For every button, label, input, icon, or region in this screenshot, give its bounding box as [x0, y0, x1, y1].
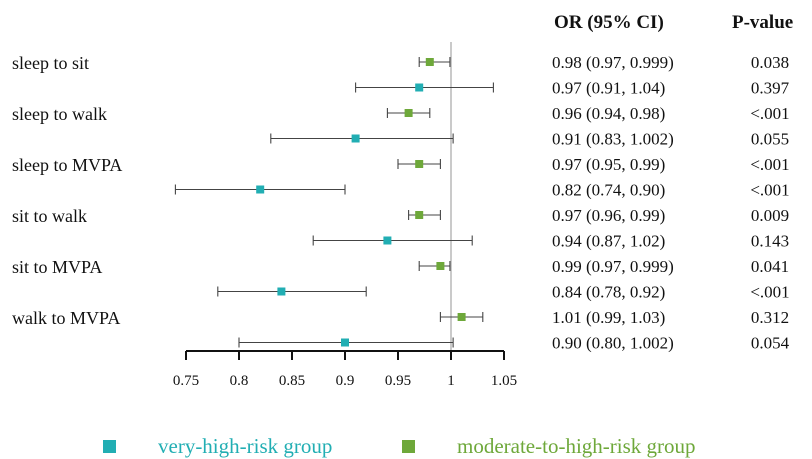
- group-label: sleep to MVPA: [12, 155, 122, 175]
- or-point: [415, 83, 424, 92]
- x-tick-label: 1.05: [491, 373, 517, 389]
- legend-label-very-high-risk: very-high-risk group: [158, 433, 333, 458]
- p-value: 0.009: [751, 206, 789, 225]
- x-tick-label: 0.9: [336, 373, 355, 389]
- or-point: [383, 236, 392, 245]
- or-point: [341, 338, 349, 347]
- or-point: [277, 287, 286, 296]
- or-point: [404, 109, 413, 117]
- or-ci-value: 0.99 (0.97, 0.999): [552, 257, 674, 276]
- header-or-ci: OR (95% CI): [554, 12, 664, 33]
- p-value: 0.054: [751, 334, 790, 353]
- x-tick-label: 0.8: [230, 373, 249, 389]
- legend-swatch-very-high-risk: [103, 439, 116, 453]
- or-ci-value: 0.94 (0.87, 1.02): [552, 232, 665, 251]
- or-ci-value: 0.97 (0.96, 0.99): [552, 206, 665, 225]
- p-value: <.001: [750, 155, 789, 174]
- or-ci-value: 0.98 (0.97, 0.999): [552, 53, 674, 72]
- or-ci-value: 0.97 (0.91, 1.04): [552, 79, 665, 98]
- x-tick-label: 0.75: [173, 373, 199, 389]
- p-value: 0.143: [751, 232, 789, 251]
- x-tick-label: 0.85: [279, 373, 305, 389]
- or-point: [436, 262, 445, 270]
- or-point: [415, 160, 424, 168]
- group-label: sit to MVPA: [12, 257, 102, 277]
- or-ci-value: 0.84 (0.78, 0.92): [552, 283, 665, 302]
- p-value: <.001: [750, 104, 789, 123]
- or-ci-value: 1.01 (0.99, 1.03): [552, 308, 665, 327]
- or-ci-value: 0.96 (0.94, 0.98): [552, 104, 665, 123]
- or-ci-value: 0.97 (0.95, 0.99): [552, 155, 665, 174]
- or-point: [415, 211, 424, 219]
- p-value: 0.397: [751, 79, 790, 98]
- group-label: walk to MVPA: [12, 308, 120, 328]
- legend-swatch-moderate-to-high-risk: [402, 439, 415, 453]
- header-pvalue: P-value: [732, 12, 793, 33]
- x-tick-label: 0.95: [385, 373, 411, 389]
- or-ci-value: 0.82 (0.74, 0.90): [552, 181, 665, 200]
- or-point: [457, 313, 466, 321]
- or-point: [425, 58, 434, 66]
- p-value: 0.055: [751, 130, 789, 149]
- p-value: 0.312: [751, 308, 789, 327]
- or-point: [351, 134, 360, 143]
- p-value: 0.038: [751, 53, 789, 72]
- legend-item-moderate-to-high-risk: moderate-to-high-risk group: [402, 434, 696, 458]
- legend-label-moderate-to-high-risk: moderate-to-high-risk group: [457, 433, 696, 458]
- forest-plot: OR (95% CI) P-value sleep to sit sleep to w…: [12, 12, 793, 389]
- or-ci-value: 0.91 (0.83, 1.002): [552, 130, 674, 149]
- group-label: sleep to walk: [12, 104, 107, 124]
- group-label: sit to walk: [12, 206, 87, 226]
- x-tick-label: 1: [447, 373, 455, 389]
- group-label: sleep to sit: [12, 53, 89, 73]
- or-ci-value: 0.90 (0.80, 1.002): [552, 334, 674, 353]
- p-value: 0.041: [751, 257, 789, 276]
- p-value: <.001: [750, 181, 789, 200]
- p-value: <.001: [750, 283, 789, 302]
- legend-item-very-high-risk: very-high-risk group: [103, 434, 332, 458]
- or-point: [256, 185, 265, 194]
